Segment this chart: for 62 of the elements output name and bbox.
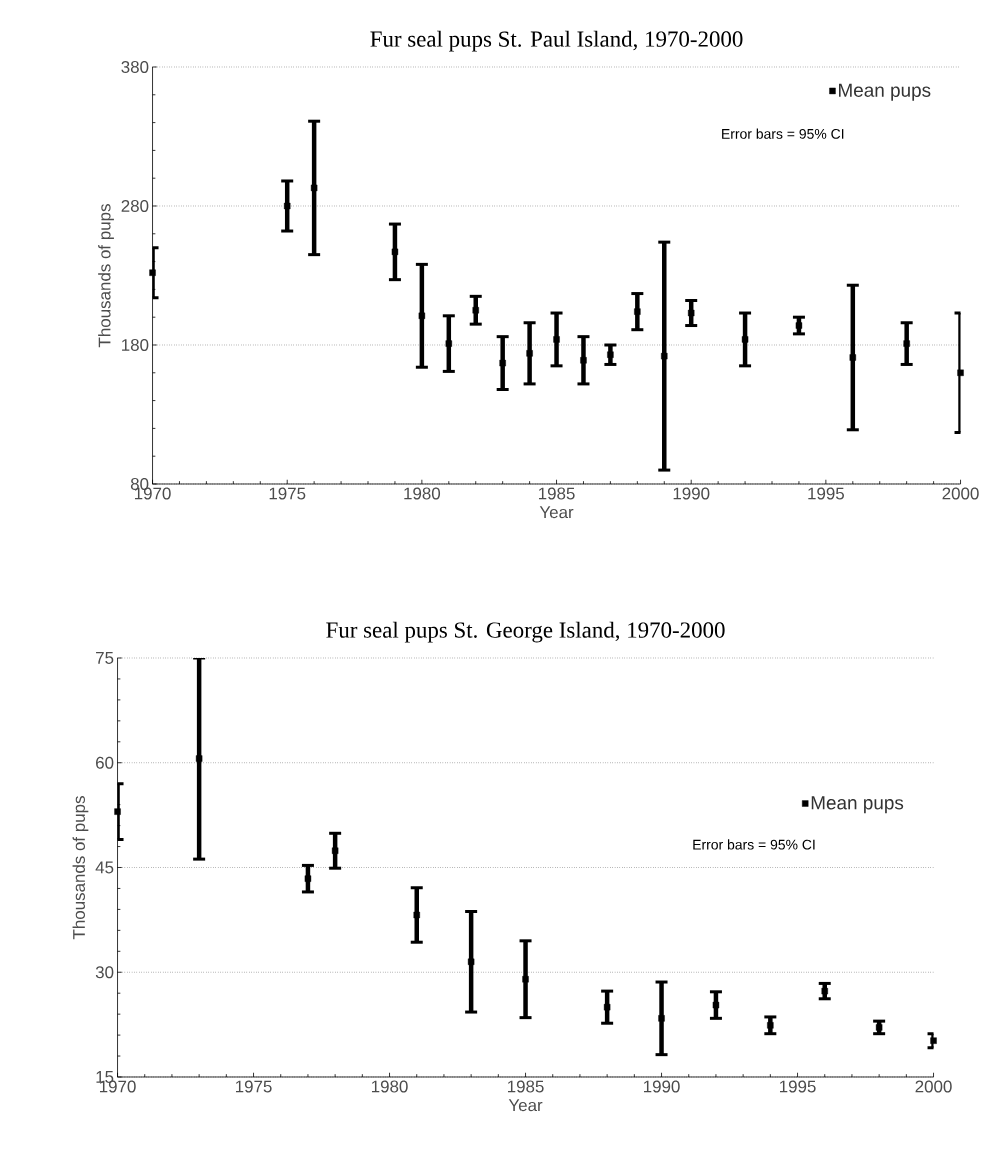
x-axis-title: Year xyxy=(509,1099,543,1112)
point xyxy=(634,308,641,315)
point xyxy=(957,369,964,376)
annotation: Error bars = 95% CI xyxy=(693,839,815,850)
x-tick-label: 1990 xyxy=(644,1080,680,1093)
point xyxy=(522,976,529,983)
point xyxy=(553,336,560,343)
point xyxy=(332,847,339,854)
point xyxy=(607,351,614,358)
x-tick-label: 1995 xyxy=(808,487,845,500)
y-tick-label: 45 xyxy=(95,861,114,874)
point xyxy=(930,1037,937,1044)
point xyxy=(742,336,749,343)
point xyxy=(149,269,156,276)
point xyxy=(821,987,829,995)
x-tick-label: 2000 xyxy=(942,487,979,500)
x-tick-label: 1980 xyxy=(404,487,441,500)
point xyxy=(311,184,318,192)
chart-title: Fur seal pups St. Paul Island, 1970-2000 xyxy=(370,30,743,52)
point xyxy=(391,248,399,256)
y-tick-label: 380 xyxy=(121,61,149,73)
point xyxy=(712,1001,720,1009)
x-tick-label: 2000 xyxy=(915,1080,952,1093)
point xyxy=(767,1022,774,1029)
x-tick-label: 1980 xyxy=(372,1080,408,1093)
point xyxy=(413,911,421,919)
x-tick-label: 1975 xyxy=(269,487,306,500)
y-tick-label: 30 xyxy=(96,966,114,979)
legend-label: Mean pups xyxy=(812,796,904,814)
chart-title: Fur seal pups St. George Island, 1970-2000 xyxy=(326,621,725,643)
point xyxy=(849,354,857,361)
point xyxy=(468,958,475,965)
x-tick-label: 1975 xyxy=(236,1080,272,1093)
point xyxy=(688,309,695,317)
x-tick-label: 1985 xyxy=(508,1080,544,1093)
point xyxy=(445,340,453,347)
y-axis-title: Thousands of pups xyxy=(72,796,89,940)
point xyxy=(580,357,587,364)
point xyxy=(418,312,426,319)
y-tick-label: 280 xyxy=(121,200,149,212)
x-tick-label: 1990 xyxy=(673,487,710,500)
point xyxy=(114,808,121,815)
point xyxy=(604,1003,611,1011)
point xyxy=(472,307,480,314)
annotation: Error bars = 95% CI xyxy=(722,128,844,139)
point xyxy=(284,202,291,210)
y-tick-label: 180 xyxy=(122,339,149,351)
point xyxy=(304,875,312,882)
y-axis-title: Thousands of pups xyxy=(98,204,115,348)
point xyxy=(795,322,803,329)
point xyxy=(658,1015,665,1022)
x-tick-label: 1985 xyxy=(539,487,575,500)
point xyxy=(526,350,534,357)
y-tick-label: 60 xyxy=(96,756,114,769)
point xyxy=(903,340,911,347)
point xyxy=(196,755,203,762)
x-tick-label: 1995 xyxy=(780,1080,816,1093)
y-tick-label: 75 xyxy=(96,652,114,664)
point xyxy=(661,352,668,360)
x-axis-title: Year xyxy=(540,506,574,519)
point xyxy=(499,359,507,367)
legend-label: Mean pups xyxy=(839,83,931,101)
